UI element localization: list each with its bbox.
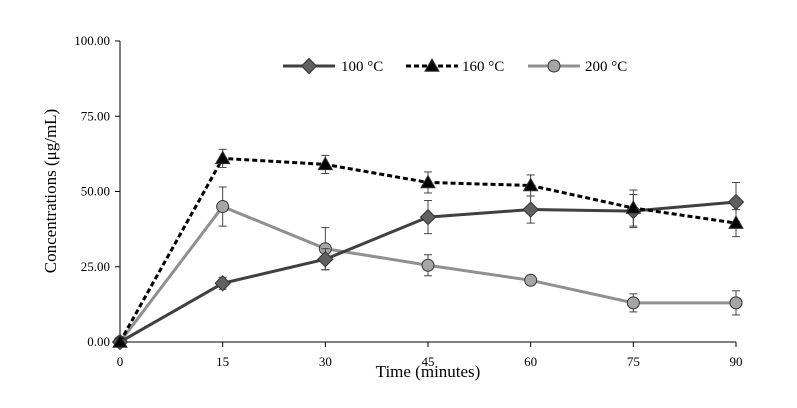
series-0-point	[522, 201, 539, 218]
y-tick-label: 0.00	[87, 334, 110, 349]
series-1-point	[522, 177, 539, 192]
legend-entry-1: 160 °C	[406, 57, 504, 75]
x-tick-label: 15	[216, 354, 229, 369]
legend-marker	[424, 57, 440, 72]
series-1-point	[728, 215, 744, 229]
y-axis-title: Concentrations (μg/mL)	[41, 109, 60, 273]
series-0-point	[317, 251, 334, 268]
legend-marker	[547, 59, 561, 73]
y-tick-label: 25.00	[81, 259, 110, 274]
legend-entry-0: 100 °C	[283, 57, 383, 75]
x-tick-label: 45	[422, 354, 435, 369]
series-layer	[111, 148, 745, 351]
x-tick-label: 30	[319, 354, 332, 369]
series-2-point	[626, 296, 640, 310]
series-1-point	[317, 156, 334, 171]
series-1-point	[625, 200, 642, 214]
x-axis-title: Time (minutes)	[376, 362, 481, 381]
x-axis-ticks: 0 15 30 45 60 75 90	[117, 342, 743, 369]
series-2-point	[216, 200, 230, 214]
x-tick-label: 60	[524, 354, 537, 369]
series-1-point	[214, 150, 231, 165]
x-tick-label: 0	[117, 354, 124, 369]
series-0-point	[214, 275, 231, 292]
series-2-point	[524, 273, 538, 287]
x-tick-label: 75	[627, 354, 640, 369]
legend-label: 160 °C	[462, 59, 504, 75]
y-axis-ticks: 0.00 25.00 50.00 75.00 100.00	[74, 33, 120, 349]
series-0-point	[419, 208, 437, 226]
series-2-point	[421, 258, 435, 272]
y-tick-label: 50.00	[81, 184, 110, 199]
series-0-point	[727, 193, 745, 211]
series-1	[112, 148, 744, 348]
y-tick-label: 100.00	[74, 33, 110, 48]
legend-marker	[300, 57, 318, 75]
series-1-point	[112, 333, 128, 348]
series-1-point	[420, 174, 436, 189]
series-2-point	[729, 296, 743, 310]
legend-entry-2: 200 °C	[528, 59, 627, 75]
legend-label: 200 °C	[585, 59, 627, 75]
y-tick-label: 75.00	[81, 108, 110, 123]
legend-label: 100 °C	[341, 59, 383, 75]
x-tick-label: 90	[730, 354, 743, 369]
legend: 100 °C 160 °C 200 °C	[283, 57, 627, 75]
